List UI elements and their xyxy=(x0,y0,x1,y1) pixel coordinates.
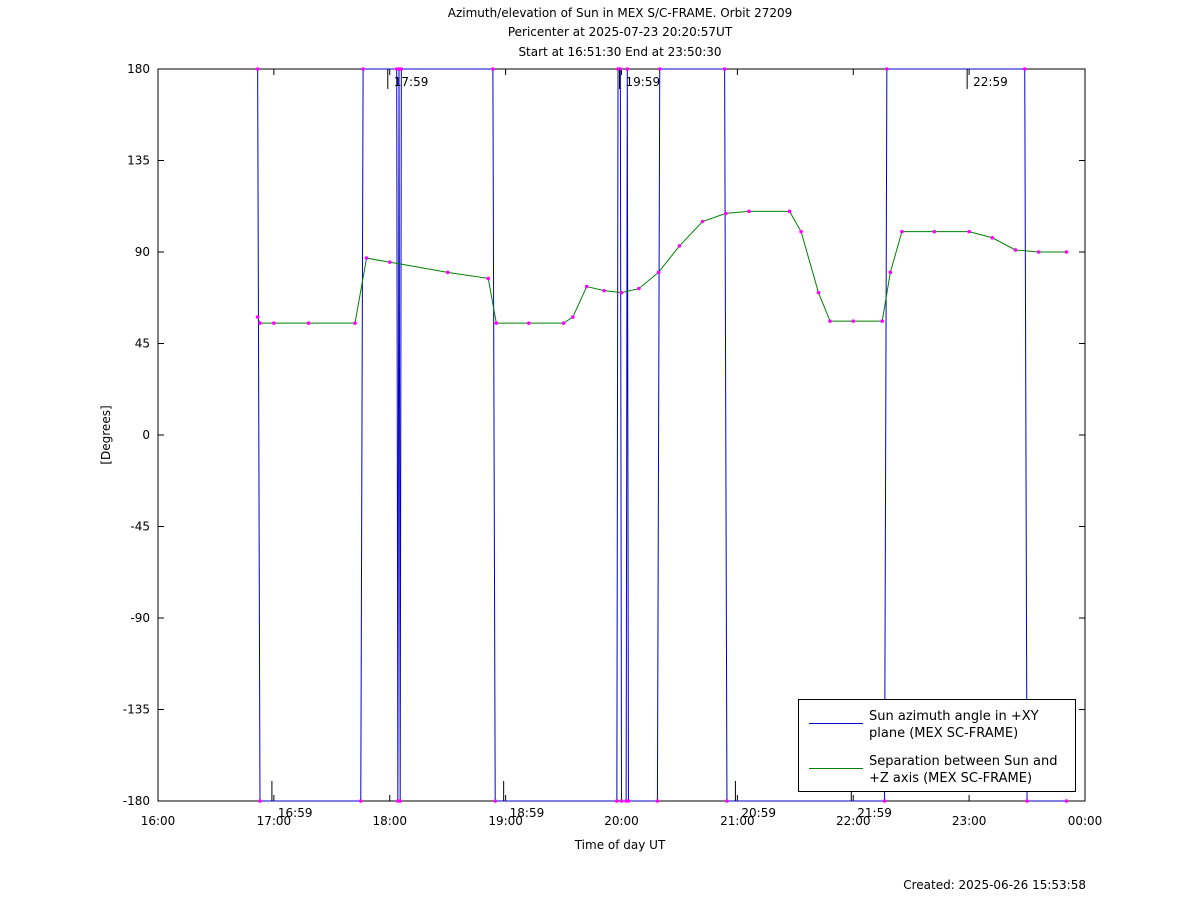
data-point xyxy=(1013,248,1018,252)
data-point xyxy=(1036,250,1041,254)
data-point xyxy=(967,229,971,234)
data-point xyxy=(494,321,499,325)
y-tick-label: -90 xyxy=(130,611,150,625)
y-tick-label: -45 xyxy=(130,520,150,534)
legend-swatch xyxy=(809,723,863,724)
annotation: 21:59 xyxy=(857,806,892,820)
annotation: 19:59 xyxy=(626,75,661,89)
y-tick-label: 0 xyxy=(142,428,150,442)
data-point xyxy=(571,315,575,319)
data-point xyxy=(619,799,624,803)
y-tick-label: 45 xyxy=(135,337,150,351)
y-tick-label: -180 xyxy=(123,794,150,808)
data-point xyxy=(1025,799,1029,803)
data-point xyxy=(361,67,365,71)
data-point xyxy=(656,270,661,275)
x-tick-label: 17:00 xyxy=(257,814,292,828)
data-point xyxy=(828,319,832,323)
data-point xyxy=(990,235,995,240)
data-point xyxy=(272,321,276,325)
y-tick-label: -135 xyxy=(123,703,150,717)
annotation: 22:59 xyxy=(973,75,1008,89)
data-point xyxy=(816,290,821,295)
legend-label: Separation between Sun and +Z axis (MEX … xyxy=(869,754,1058,786)
data-point xyxy=(527,321,531,325)
data-point xyxy=(747,209,751,214)
data-point xyxy=(387,260,392,264)
x-tick-label: 23:00 xyxy=(952,814,987,828)
x-tick-label: 16:00 xyxy=(141,814,176,828)
legend: Sun azimuth angle in +XY plane (MEX SC-F… xyxy=(798,699,1076,792)
data-point xyxy=(900,229,904,234)
data-point xyxy=(655,799,660,803)
data-point xyxy=(584,284,589,289)
x-tick-label: 19:00 xyxy=(488,814,523,828)
subtitle: Start at 16:51:30 End at 23:50:30 xyxy=(518,45,721,59)
annotation: 18:59 xyxy=(510,806,545,820)
data-point xyxy=(615,799,619,803)
y-tick-label: 135 xyxy=(127,154,150,168)
data-point xyxy=(358,799,363,803)
x-tick-label: 18:00 xyxy=(372,814,407,828)
data-point xyxy=(255,315,260,319)
data-point xyxy=(677,244,682,248)
data-point xyxy=(398,799,402,803)
data-point xyxy=(700,219,705,224)
data-point xyxy=(787,209,792,214)
annotation: 16:59 xyxy=(278,806,313,820)
data-point xyxy=(657,67,662,71)
data-point xyxy=(619,290,624,295)
data-point xyxy=(602,288,606,293)
series-line xyxy=(257,210,1067,324)
chart-title: Azimuth/elevation of Sun in MEX S/C-FRAM… xyxy=(448,6,793,20)
series-line xyxy=(257,68,1067,802)
y-tick-label: 90 xyxy=(135,245,150,259)
subtitle: Pericenter at 2025-07-23 20:20:57UT xyxy=(508,25,733,39)
data-point xyxy=(364,256,369,260)
data-point xyxy=(486,276,491,281)
data-point xyxy=(799,229,803,234)
data-point xyxy=(399,67,404,71)
data-point xyxy=(725,799,729,803)
legend-swatch xyxy=(809,768,863,769)
x-tick-label: 20:00 xyxy=(604,814,639,828)
annotation: 17:59 xyxy=(394,75,429,89)
data-point xyxy=(491,67,495,71)
data-point xyxy=(561,321,566,325)
data-point xyxy=(1022,67,1027,71)
data-point xyxy=(851,319,856,323)
data-point xyxy=(625,67,630,71)
x-axis-label: Time of day UT xyxy=(574,838,666,852)
annotation: 20:59 xyxy=(741,806,776,820)
legend-label: Sun azimuth angle in +XY plane (MEX SC-F… xyxy=(869,709,1039,741)
data-point xyxy=(637,286,641,291)
data-point xyxy=(723,211,728,216)
data-point xyxy=(445,270,450,275)
data-point xyxy=(258,799,262,803)
data-point xyxy=(1064,250,1069,254)
data-point xyxy=(882,799,887,803)
y-axis-label: [Degrees] xyxy=(99,405,113,464)
data-point xyxy=(306,321,311,325)
data-point xyxy=(880,319,885,323)
data-point xyxy=(888,270,893,275)
data-point xyxy=(255,67,260,71)
x-tick-label: 00:00 xyxy=(1068,814,1103,828)
data-point xyxy=(626,799,631,803)
data-point xyxy=(493,799,497,803)
x-tick-label: 21:00 xyxy=(720,814,755,828)
x-tick-label: 22:00 xyxy=(836,814,871,828)
data-point xyxy=(1064,799,1069,803)
data-point xyxy=(258,321,262,325)
data-point xyxy=(932,229,937,234)
data-point xyxy=(722,67,727,71)
y-tick-label: 180 xyxy=(127,62,150,76)
data-point xyxy=(885,67,889,71)
footer: Created: 2025-06-26 15:53:58 xyxy=(903,878,1086,892)
data-point xyxy=(353,321,357,325)
